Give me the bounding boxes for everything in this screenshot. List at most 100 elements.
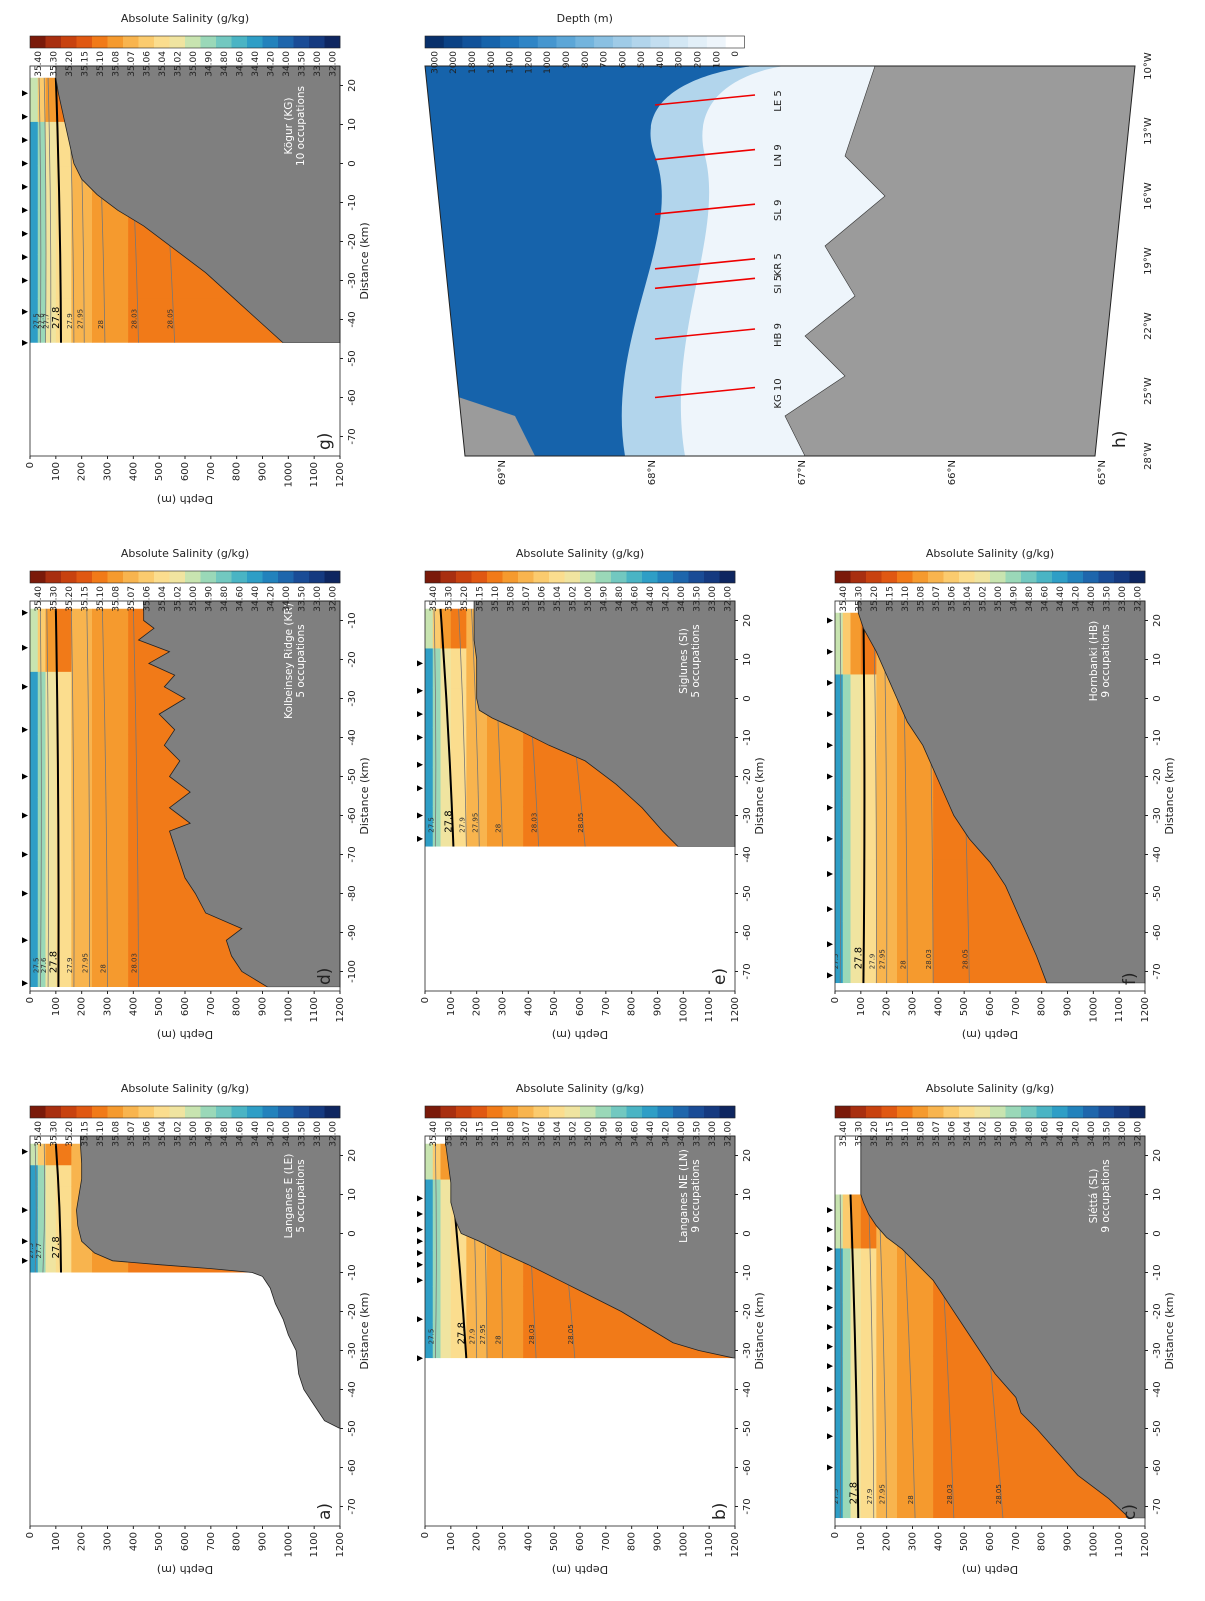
colorbar-level: 35.40	[34, 51, 44, 77]
salinity-band	[835, 1247, 844, 1303]
colorbar-level: 200	[694, 51, 704, 68]
depth-tick-label: 400	[933, 1532, 944, 1551]
isopycnal-label: 27.95	[471, 813, 479, 833]
depth-tick-label: 1200	[1140, 1532, 1151, 1557]
colorbar-swatch	[262, 1106, 279, 1118]
section-panel: 27.5 27.8 27.9 27.95 28 28.03 28.050 100 200 300 4…	[417, 547, 766, 1041]
colorbar-level: 34.90	[204, 1121, 214, 1147]
distance-tick-label: -50	[347, 768, 358, 784]
station-marker	[22, 90, 28, 97]
colorbar-level: 35.15	[885, 1121, 895, 1147]
station-marker	[827, 1363, 833, 1370]
distance-tick-label: 0	[347, 1230, 358, 1236]
latitude-label: 66°N	[947, 460, 958, 485]
salinity-band	[487, 1286, 524, 1323]
section-plot: 27.5 27.8 27.9 27.95 28 28.03 28.05	[424, 600, 736, 992]
colorbar-level: 34.80	[1025, 1121, 1035, 1147]
salinity-colorbar: 35.40 35.30 35.20 35.15 35.10 35.08 35.07 35.06…	[29, 12, 341, 77]
x-axis-label: Distance (km)	[1163, 757, 1176, 834]
colorbar-swatch	[537, 36, 557, 48]
distance-tick-label: -30	[742, 807, 753, 823]
colorbar-level: 35.08	[506, 586, 516, 612]
colorbar-level: 35.30	[854, 586, 864, 612]
distance-tick-label: -60	[742, 1459, 753, 1475]
colorbar-level: 34.40	[1056, 586, 1066, 612]
salinity-band	[30, 165, 39, 211]
depth-tick-label: 700	[1011, 997, 1022, 1016]
colorbar-swatch	[45, 36, 62, 48]
colorbar-level: 33.50	[1102, 1121, 1112, 1147]
salinity-band	[450, 766, 467, 808]
colorbar-level: 35.10	[491, 1121, 501, 1147]
salinity-band	[45, 165, 57, 211]
colorbar-level: 600	[618, 51, 628, 68]
depth-tick-label: 200	[77, 1532, 88, 1551]
isopycnal-label: 28	[907, 1495, 915, 1504]
colorbar-level: 35.04	[963, 1121, 973, 1147]
colorbar-level: 35.08	[916, 1121, 926, 1147]
distance-tick-label: -10	[347, 612, 358, 628]
colorbar-level: 35.20	[65, 1121, 75, 1147]
station-marker	[22, 254, 28, 261]
depth-tick-label: 0	[25, 1532, 36, 1538]
y-axis-label: Depth (m)	[962, 1563, 1018, 1576]
salinity-band	[425, 1250, 434, 1287]
salinity-band	[71, 860, 93, 925]
colorbar-swatch	[487, 571, 503, 583]
isopycnal-label: 27.6	[38, 313, 46, 329]
station-marker	[22, 183, 28, 190]
colorbar-swatch	[611, 571, 627, 583]
y-axis-label: Depth (m)	[157, 1563, 213, 1576]
salinity-band	[425, 727, 434, 768]
colorbar-swatch	[1036, 1106, 1053, 1118]
x-axis-label: Distance (km)	[358, 222, 371, 299]
colorbar-level: 35.15	[80, 51, 90, 77]
salinity-band	[842, 1247, 851, 1303]
colorbar-swatch	[533, 571, 550, 583]
salinity-band	[92, 298, 129, 343]
colorbar-level: 35.15	[475, 1121, 485, 1147]
station-marker	[22, 937, 28, 944]
depth-tick-label: 100	[446, 997, 457, 1016]
x-axis-label: Distance (km)	[1163, 1292, 1176, 1369]
colorbar-label: Absolute Salinity (g/kg)	[121, 547, 249, 560]
colorbar-level: 35.07	[522, 1121, 532, 1147]
section-plot: 27.5 27.8 27.9 27.95 28 28.03 28.05	[424, 1135, 736, 1527]
section-line	[654, 277, 756, 290]
colorbar-level: 35.15	[80, 1121, 90, 1147]
salinity-band	[425, 1322, 434, 1359]
depth-tick-label: 1100	[309, 462, 320, 487]
colorbar-swatch	[138, 571, 155, 583]
depth-tick-label: 1100	[309, 1532, 320, 1557]
panel-letter: d)	[315, 968, 335, 985]
station-marker	[22, 160, 28, 167]
station-marker	[417, 660, 423, 667]
colorbar-level: 34.40	[251, 586, 261, 612]
colorbar-level: 35.06	[142, 586, 152, 612]
colorbar-swatch	[564, 571, 581, 583]
section-occupations: 9 occupations	[1100, 1159, 1112, 1232]
distance-tick-label: 0	[742, 1230, 753, 1236]
salinity-band	[450, 1322, 467, 1359]
station-marker	[827, 742, 833, 749]
depth-tick-label: 100	[446, 1532, 457, 1551]
colorbar-swatch	[293, 36, 310, 48]
depth-tick-label: 1200	[730, 1532, 741, 1557]
colorbar-swatch	[45, 571, 62, 583]
colorbar-level: 1600	[487, 51, 497, 74]
colorbar-swatch	[850, 571, 867, 583]
isopycnal-line	[873, 612, 877, 984]
depth-tick-label: 600	[985, 1532, 996, 1551]
salinity-band	[30, 209, 39, 255]
isopycnal-label: 28	[100, 964, 108, 973]
distance-tick-label: -50	[742, 885, 753, 901]
colorbar-swatch	[959, 571, 975, 583]
isopycnal-label: 27.9	[868, 954, 876, 970]
salinity-band	[432, 766, 441, 808]
depth-tick-label: 800	[232, 462, 243, 481]
colorbar-swatch	[154, 1106, 170, 1118]
salinity-band	[92, 734, 129, 798]
salinity-band	[45, 1164, 57, 1187]
salinity-band	[71, 1250, 93, 1273]
salinity-band	[37, 734, 46, 798]
